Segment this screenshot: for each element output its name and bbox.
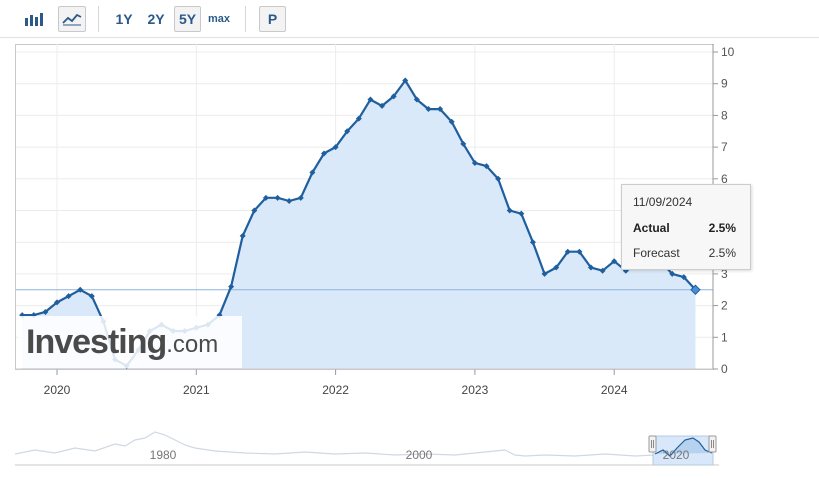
data-point[interactable] [413, 96, 420, 103]
data-point[interactable] [437, 106, 444, 113]
tooltip-actual-row: Actual 2.5% [633, 221, 736, 235]
data-tooltip: 11/09/2024 Actual 2.5% Forecast 2.5% [621, 184, 751, 270]
logo-suffix-text: .com [166, 331, 219, 358]
navigator-left-handle[interactable] [648, 435, 657, 453]
tooltip-actual-value: 2.5% [708, 221, 736, 235]
chart-area [22, 80, 696, 369]
data-point[interactable] [425, 106, 432, 113]
data-point[interactable] [390, 93, 397, 100]
range-navigator[interactable]: 1980 2000 2020 [15, 426, 719, 466]
y-tick-label: 10 [721, 45, 735, 59]
data-point[interactable] [680, 274, 687, 281]
x-tick-label: 2020 [44, 383, 71, 397]
navigator-right-handle[interactable] [708, 435, 717, 453]
data-point[interactable] [251, 207, 258, 214]
toolbar-divider [98, 6, 99, 32]
data-point[interactable] [320, 150, 327, 157]
data-point[interactable] [228, 283, 235, 290]
p-button[interactable]: P [259, 6, 286, 32]
data-point[interactable] [65, 293, 72, 300]
data-point[interactable] [448, 118, 455, 125]
data-point[interactable] [541, 270, 548, 277]
data-point[interactable] [88, 293, 95, 300]
bar-chart-icon[interactable] [20, 6, 48, 32]
y-tick-label: 9 [721, 77, 728, 91]
data-point[interactable] [690, 284, 701, 295]
chart-x-axis: 2020 2021 2022 2023 2024 [16, 368, 713, 397]
data-point[interactable] [332, 144, 339, 151]
data-point[interactable] [564, 248, 571, 255]
data-point[interactable] [529, 239, 536, 246]
tooltip-forecast-row: Forecast 2.5% [633, 246, 736, 260]
y-tick-label: 0 [721, 362, 728, 376]
x-tick-label: 2024 [601, 383, 628, 397]
y-tick-label: 3 [721, 267, 728, 281]
range-1y-button[interactable]: 1Y [115, 11, 133, 27]
data-point[interactable] [576, 248, 583, 255]
data-point[interactable] [54, 299, 60, 306]
logo-brand-text: Investing [26, 322, 167, 361]
data-point[interactable] [506, 207, 513, 214]
data-point[interactable] [297, 194, 304, 201]
tooltip-forecast-value: 2.5% [708, 246, 736, 260]
x-tick-label: 2023 [462, 383, 489, 397]
data-point[interactable] [669, 270, 676, 277]
x-tick-label: 2021 [183, 383, 210, 397]
data-point[interactable] [42, 308, 49, 315]
navigator-label-1980: 1980 [150, 448, 177, 462]
data-point[interactable] [553, 264, 560, 271]
y-tick-label: 7 [721, 140, 728, 154]
tooltip-forecast-label: Forecast [633, 246, 680, 260]
investing-logo: Investing .com [18, 316, 242, 368]
y-tick-label: 8 [721, 108, 728, 122]
x-tick-label: 2022 [322, 383, 349, 397]
data-point[interactable] [587, 264, 594, 271]
data-point[interactable] [355, 115, 362, 122]
data-point[interactable] [599, 267, 606, 274]
y-tick-label: 1 [721, 330, 728, 344]
data-point[interactable] [239, 232, 246, 239]
chart-area-fill [22, 80, 696, 369]
data-point[interactable] [309, 169, 316, 176]
navigator-selection-line [654, 437, 713, 457]
chart-toolbar: 1Y 2Y 5Y max P [0, 0, 819, 38]
data-point[interactable] [460, 140, 467, 147]
toolbar-divider [245, 6, 246, 32]
data-point[interactable] [483, 163, 490, 170]
range-max-button[interactable]: max [207, 13, 231, 25]
data-point[interactable] [77, 286, 84, 293]
data-point[interactable] [379, 102, 386, 109]
y-tick-label: 6 [721, 172, 728, 186]
navigator-label-2000: 2000 [406, 448, 433, 462]
tooltip-actual-label: Actual [633, 221, 670, 235]
data-point[interactable] [518, 210, 525, 217]
data-point[interactable] [495, 175, 502, 182]
data-point[interactable] [286, 197, 293, 204]
area-chart-icon[interactable] [58, 6, 86, 32]
data-point[interactable] [262, 194, 269, 201]
navigator-history-line [15, 431, 656, 457]
data-point[interactable] [611, 258, 618, 265]
range-2y-button[interactable]: 2Y [147, 11, 165, 27]
data-point[interactable] [471, 159, 478, 166]
data-point[interactable] [344, 128, 351, 135]
range-5y-button[interactable]: 5Y [174, 6, 201, 32]
navigator-label-2020: 2020 [663, 448, 690, 462]
data-point[interactable] [402, 77, 409, 84]
tooltip-date: 11/09/2024 [633, 195, 693, 209]
data-point[interactable] [367, 96, 374, 103]
y-tick-label: 2 [721, 299, 728, 313]
data-point[interactable] [274, 194, 281, 201]
